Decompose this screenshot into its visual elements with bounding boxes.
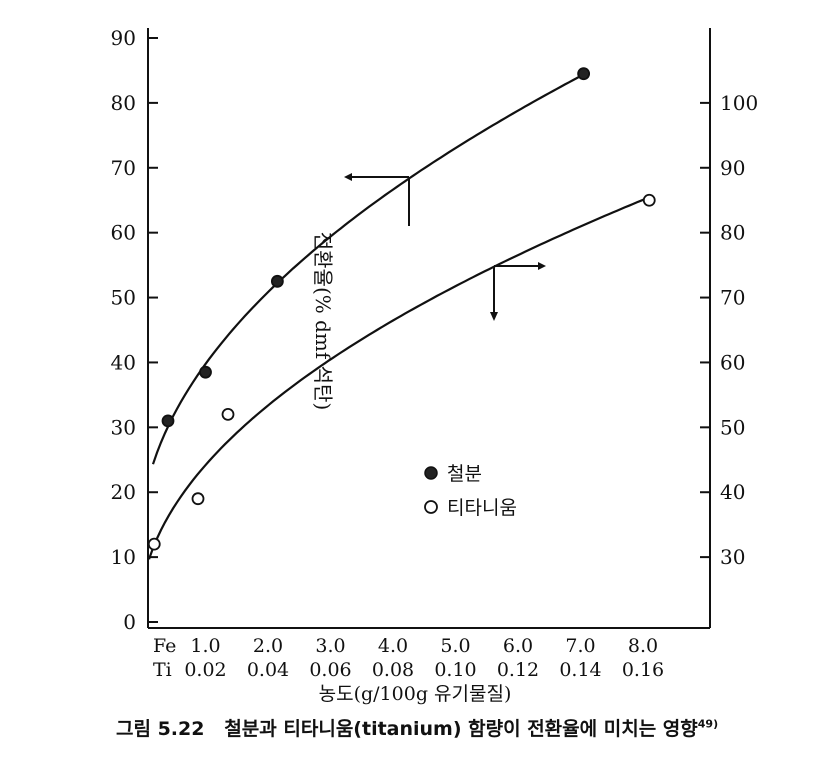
left-axis-indicator-arrow	[344, 173, 410, 226]
legend-open-marker	[424, 500, 438, 514]
left-tick-label: 40	[111, 350, 136, 374]
x-tick-label: 4.0	[378, 635, 408, 657]
fe-point-1	[199, 365, 212, 379]
right-axis-indicator-arrow	[490, 262, 546, 321]
left-tick-label: 90	[111, 26, 136, 50]
right-tick-label: 30	[720, 545, 745, 569]
legend-label-ti: 티타니움	[447, 497, 517, 519]
x-tick-label: 5.0	[440, 635, 470, 657]
left-axis-ticks: 0 10 20 30 40 50 60 70 80 90	[111, 26, 158, 634]
right-tick-label: 70	[720, 286, 745, 310]
ti-point-3	[642, 193, 656, 207]
right-tick-label: 40	[720, 480, 745, 504]
left-tick-label: 10	[111, 545, 136, 569]
y-axis-label: 전환율(% dmf 석탄)	[311, 232, 335, 411]
x-tick-label: 2.0	[253, 635, 283, 657]
left-tick-label: 0	[123, 610, 136, 634]
x-tick-label: 0.14	[559, 659, 601, 681]
right-axis-ticks: 30 40 50 60 70 80 90 100	[700, 91, 758, 569]
ti-fit-curve	[147, 196, 650, 560]
fe-point-3	[577, 67, 591, 81]
x-tick-label: 0.10	[434, 659, 476, 681]
legend-filled-marker	[424, 466, 438, 480]
left-tick-label: 70	[111, 156, 136, 180]
x-tick-label: 0.04	[247, 659, 289, 681]
right-tick-label: 100	[720, 91, 758, 115]
ti-point-2	[221, 407, 235, 421]
caption-label: 그림 5.22	[116, 718, 205, 740]
x-axis-tick-labels: Fe 1.0 2.0 3.0 4.0 5.0 6.0 7.0 8.0 Ti 0.02 0.04 0.06…	[153, 635, 664, 681]
legend-label-fe: 철분	[447, 463, 482, 485]
left-tick-label: 20	[111, 480, 136, 504]
x-tick-label: 0.16	[622, 659, 664, 681]
figure-caption: 그림 5.22 철분과 티타니움(titanium) 함량이 전환율에 미치는 …	[116, 714, 816, 741]
x-tick-label: 0.02	[184, 659, 226, 681]
fe-point-2	[270, 274, 284, 288]
caption-text: 철분과 티타니움(titanium) 함량이 전환율에 미치는 영향	[224, 718, 698, 740]
left-tick-label: 60	[111, 221, 136, 245]
x-tick-label: 8.0	[628, 635, 658, 657]
fe-point-0	[161, 414, 175, 428]
x-tick-label: 0.08	[372, 659, 414, 681]
x-row-label: Ti	[153, 659, 172, 681]
left-tick-label: 50	[111, 286, 136, 310]
x-row-label: Fe	[153, 635, 176, 657]
caption-ref: 49)	[697, 717, 719, 731]
legend: 철분 티타니움	[424, 463, 517, 519]
right-tick-label: 50	[720, 415, 745, 439]
x-tick-label: 0.06	[309, 659, 351, 681]
right-tick-label: 90	[720, 156, 745, 180]
x-tick-label: 0.12	[497, 659, 539, 681]
data-points	[147, 67, 656, 551]
x-tick-label: 7.0	[565, 635, 595, 657]
fe-fit-curve	[151, 74, 582, 465]
ti-point-1	[191, 492, 205, 506]
x-tick-label: 3.0	[315, 635, 345, 657]
right-tick-label: 60	[720, 350, 745, 374]
x-tick-label: 1.0	[190, 635, 220, 657]
left-tick-label: 30	[111, 415, 136, 439]
right-tick-label: 80	[720, 221, 745, 245]
left-tick-label: 80	[111, 91, 136, 115]
x-axis-label: 농도(g/100g 유기물질)	[319, 683, 512, 705]
x-tick-label: 6.0	[503, 635, 533, 657]
ti-point-0	[147, 537, 161, 551]
